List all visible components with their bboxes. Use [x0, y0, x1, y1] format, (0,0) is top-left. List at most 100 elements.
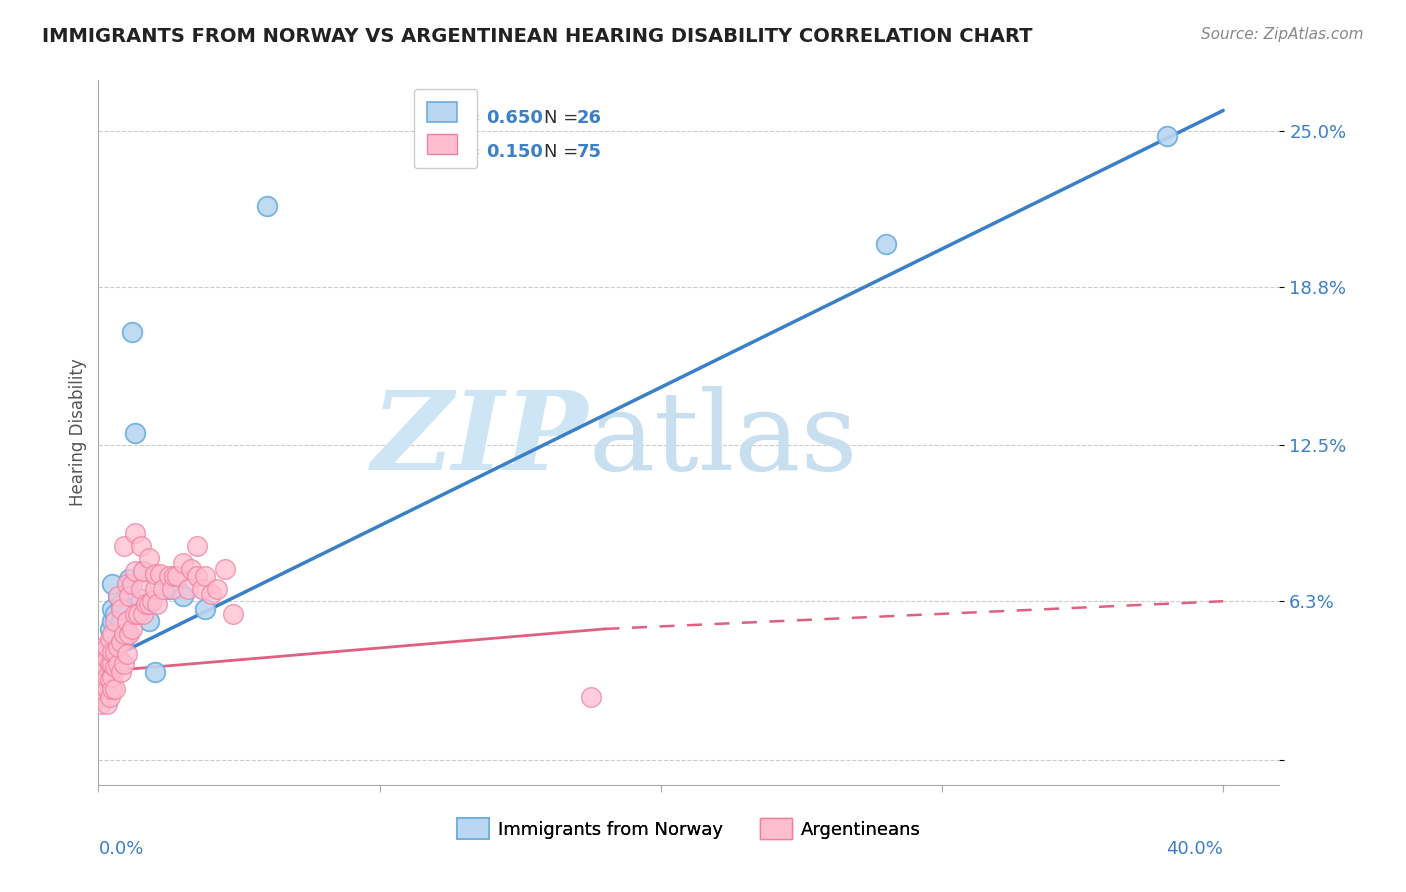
Point	[112, 657, 135, 672]
Text: R =: R =	[447, 110, 486, 128]
Point	[124, 607, 146, 621]
Point	[222, 607, 245, 621]
Text: 75: 75	[576, 143, 602, 161]
Point	[132, 564, 155, 578]
Point	[107, 589, 129, 603]
Point	[98, 657, 121, 672]
Point	[149, 566, 172, 581]
Text: Source: ZipAtlas.com: Source: ZipAtlas.com	[1201, 27, 1364, 42]
Point	[186, 569, 208, 583]
Point	[205, 582, 228, 596]
Point	[107, 640, 129, 654]
Point	[214, 561, 236, 575]
Point	[112, 539, 135, 553]
Point	[93, 657, 115, 672]
Point	[152, 582, 174, 596]
Point	[172, 589, 194, 603]
Text: N =: N =	[544, 143, 583, 161]
Point	[129, 582, 152, 596]
Point	[163, 569, 186, 583]
Point	[127, 607, 149, 621]
Point	[180, 561, 202, 575]
Point	[96, 698, 118, 712]
Point	[107, 589, 129, 603]
Text: 0.0%: 0.0%	[98, 840, 143, 858]
Point	[101, 644, 124, 658]
Point	[110, 597, 132, 611]
Point	[90, 682, 112, 697]
Point	[121, 622, 143, 636]
Point	[118, 589, 141, 603]
Point	[115, 647, 138, 661]
Point	[124, 564, 146, 578]
Point	[191, 582, 214, 596]
Point	[143, 665, 166, 679]
Point	[166, 582, 188, 596]
Point	[101, 657, 124, 672]
Point	[98, 690, 121, 704]
Point	[110, 601, 132, 615]
Point	[90, 698, 112, 712]
Point	[107, 652, 129, 666]
Point	[143, 566, 166, 581]
Point	[143, 582, 166, 596]
Point	[101, 670, 124, 684]
Point	[141, 594, 163, 608]
Point	[172, 557, 194, 571]
Point	[101, 627, 124, 641]
Point	[129, 591, 152, 606]
Point	[124, 526, 146, 541]
Text: R =: R =	[447, 143, 486, 161]
Point	[90, 673, 112, 687]
Point	[160, 582, 183, 596]
Point	[104, 644, 127, 658]
Point	[157, 582, 180, 596]
Text: 0.150: 0.150	[486, 143, 543, 161]
Point	[875, 236, 897, 251]
Point	[93, 690, 115, 704]
Text: 0.650: 0.650	[486, 110, 543, 128]
Point	[101, 615, 124, 629]
Point	[118, 572, 141, 586]
Point	[96, 640, 118, 654]
Point	[135, 597, 157, 611]
Point	[101, 576, 124, 591]
Point	[121, 325, 143, 339]
Point	[129, 539, 152, 553]
Point	[96, 670, 118, 684]
Point	[121, 576, 143, 591]
Text: atlas: atlas	[589, 386, 858, 493]
Point	[98, 632, 121, 646]
Point	[177, 582, 200, 596]
Point	[118, 627, 141, 641]
Point	[112, 632, 135, 646]
Point	[107, 657, 129, 672]
Point	[93, 677, 115, 691]
Point	[98, 622, 121, 636]
Point	[166, 569, 188, 583]
Point	[157, 569, 180, 583]
Point	[132, 607, 155, 621]
Point	[138, 615, 160, 629]
Point	[138, 597, 160, 611]
Text: IMMIGRANTS FROM NORWAY VS ARGENTINEAN HEARING DISABILITY CORRELATION CHART: IMMIGRANTS FROM NORWAY VS ARGENTINEAN HE…	[42, 27, 1032, 45]
Point	[115, 627, 138, 641]
Point	[132, 564, 155, 578]
Point	[112, 627, 135, 641]
Y-axis label: Hearing Disability: Hearing Disability	[69, 359, 87, 507]
Point	[101, 682, 124, 697]
Point	[256, 199, 278, 213]
Point	[98, 673, 121, 687]
Point	[579, 690, 602, 704]
Point	[104, 615, 127, 629]
Point	[104, 659, 127, 673]
Point	[93, 640, 115, 654]
Point	[1156, 128, 1178, 143]
Point	[110, 634, 132, 648]
Point	[110, 665, 132, 679]
Point	[146, 597, 169, 611]
Point	[96, 652, 118, 666]
Text: ZIP: ZIP	[373, 386, 589, 493]
Point	[194, 569, 217, 583]
Text: N =: N =	[544, 110, 583, 128]
